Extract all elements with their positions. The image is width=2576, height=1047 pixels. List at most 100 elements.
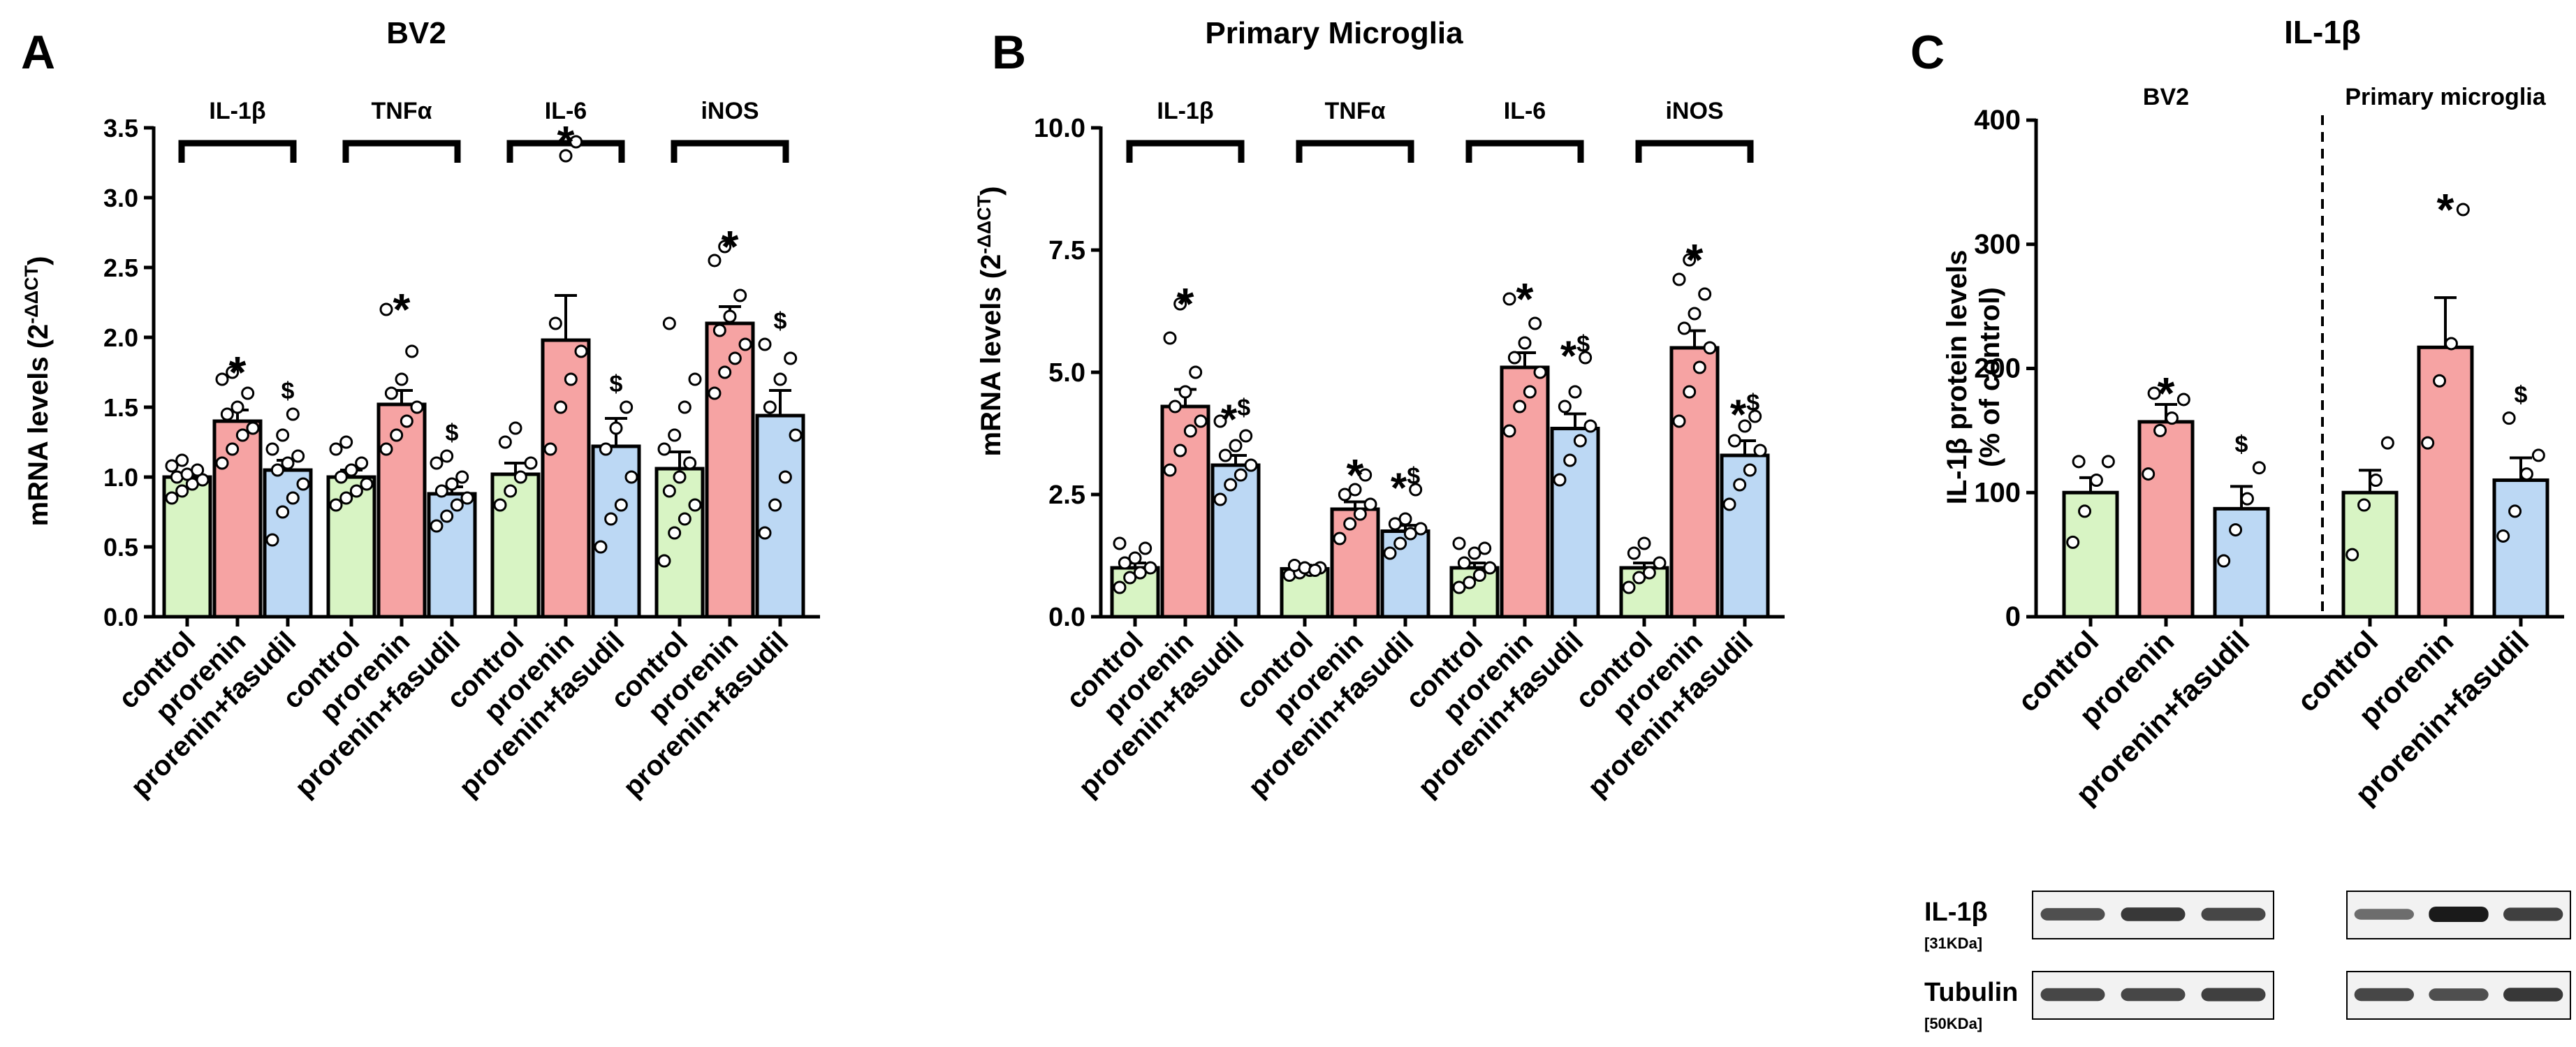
significance-mark: *	[229, 347, 247, 397]
data-point	[1113, 536, 1127, 550]
data-point	[1224, 478, 1238, 492]
western-blot: IL-1β [31KDa] Tubulin [50KDa]	[1924, 891, 2571, 1032]
data-point	[1653, 556, 1667, 570]
data-point	[498, 435, 512, 449]
data-point	[1363, 497, 1377, 511]
blot-band	[2429, 988, 2489, 1001]
data-point	[1722, 497, 1736, 511]
data-point	[2519, 467, 2533, 481]
data-point	[1483, 561, 1497, 575]
data-point	[1457, 556, 1471, 570]
data-point	[1573, 434, 1587, 448]
blot-band	[2201, 907, 2266, 921]
data-point	[296, 477, 310, 491]
y-tick-label: 300	[1974, 229, 2021, 260]
data-point	[763, 400, 777, 414]
data-point	[1553, 473, 1567, 487]
significance-mark: *$	[1730, 390, 1759, 438]
data-point	[1133, 566, 1147, 580]
data-point	[1642, 566, 1656, 580]
data-point	[569, 135, 583, 149]
data-point	[1359, 468, 1373, 482]
significance-mark: *	[557, 117, 575, 167]
data-point	[543, 442, 557, 456]
bar-prorenin-fasudil	[1210, 463, 1261, 619]
significance-mark: $	[446, 420, 459, 446]
data-point	[2346, 548, 2359, 562]
significance-mark: *	[1177, 279, 1194, 329]
y-tick-label: 100	[1974, 477, 2021, 508]
bar-prorenin	[376, 402, 427, 619]
data-point	[1753, 444, 1767, 457]
data-point	[339, 491, 353, 505]
data-point	[1533, 365, 1547, 379]
data-point	[1727, 434, 1741, 448]
blot-band	[2201, 988, 2266, 1002]
significance-mark: $	[2515, 382, 2528, 409]
data-point	[2066, 535, 2080, 549]
data-point	[2101, 455, 2115, 469]
data-point	[1393, 536, 1407, 550]
data-point	[683, 456, 697, 470]
data-point	[678, 400, 691, 414]
data-point	[165, 459, 179, 473]
bar-prorenin	[541, 338, 591, 619]
panel-letter-b: B	[992, 26, 1026, 79]
data-point	[668, 428, 682, 442]
panel-c-bars: BV2 * $ Primary microglia * $	[2062, 84, 2549, 619]
data-point	[1632, 571, 1646, 585]
data-point	[165, 491, 179, 505]
data-point	[758, 526, 772, 540]
y-tick-label: 5.0	[1048, 358, 1085, 388]
data-point	[1463, 576, 1477, 590]
y-tick-label: 0.5	[103, 533, 138, 562]
data-point	[673, 470, 687, 484]
significance-mark: $	[774, 308, 787, 335]
panel-c: C IL-1β IL-1β protein levels (% of contr…	[1910, 14, 2564, 811]
group-label: IL-6	[1504, 98, 1546, 124]
data-point	[723, 309, 737, 323]
data-point	[1478, 541, 1492, 555]
data-point	[554, 400, 568, 414]
significance-mark: *	[1516, 274, 1534, 324]
blot-band	[2040, 988, 2105, 1002]
data-point	[784, 351, 798, 365]
data-point	[286, 491, 300, 505]
data-point	[657, 442, 671, 456]
data-point	[1128, 551, 1142, 565]
data-point	[1583, 419, 1597, 433]
data-point	[688, 498, 702, 512]
significance-mark: $	[2235, 432, 2248, 458]
data-point	[1507, 351, 1521, 365]
data-point	[379, 442, 393, 456]
data-point	[390, 428, 404, 442]
data-point	[355, 456, 369, 470]
blot-band	[2354, 909, 2414, 920]
y-tick-label: 0.0	[1048, 603, 1085, 632]
blot-band	[2121, 907, 2186, 921]
data-point	[1229, 439, 1243, 453]
data-point	[574, 344, 588, 358]
data-point	[1163, 331, 1177, 345]
bar-control	[490, 472, 541, 619]
data-point	[1388, 517, 1402, 531]
y-tick-label: 200	[1974, 353, 2021, 384]
bar-prorenin-fasudil	[755, 413, 805, 619]
data-point	[2176, 393, 2190, 407]
y-tick-label: 3.0	[103, 184, 138, 212]
data-point	[215, 456, 229, 470]
panel-letter-c: C	[1910, 26, 1945, 79]
data-point	[504, 484, 518, 498]
data-point	[1472, 569, 1486, 582]
data-point	[620, 400, 634, 414]
data-point	[1353, 507, 1367, 521]
data-point	[712, 323, 726, 337]
data-point	[1568, 385, 1582, 399]
data-point	[1409, 483, 1423, 497]
significance-mark: *	[1347, 450, 1364, 500]
data-point	[1683, 253, 1697, 267]
data-point	[329, 442, 343, 456]
y-tick-label: 10.0	[1034, 114, 1085, 143]
data-point	[1173, 297, 1187, 311]
